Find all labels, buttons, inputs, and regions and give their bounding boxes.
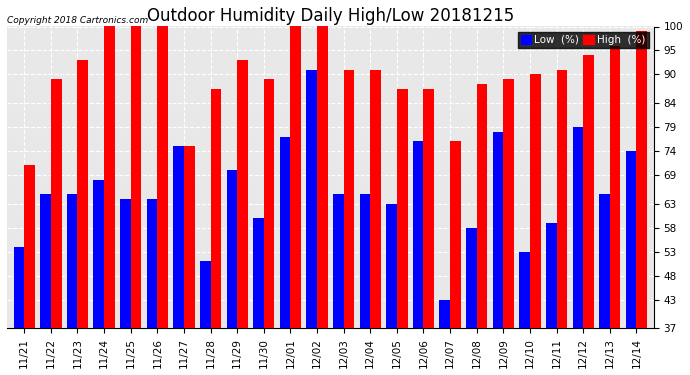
Bar (333, 194, 344, 328)
Bar (24, 165, 35, 328)
Bar (264, 79, 275, 328)
Bar (104, 27, 115, 328)
Bar (610, 46, 620, 328)
Bar (573, 127, 583, 328)
Bar (583, 55, 594, 328)
Bar (493, 132, 503, 328)
Bar (290, 27, 301, 328)
Bar (67, 194, 77, 328)
Bar (317, 27, 328, 328)
Bar (503, 79, 514, 328)
Bar (599, 194, 610, 328)
Legend: Low  (%), High  (%): Low (%), High (%) (518, 32, 649, 48)
Bar (120, 199, 130, 328)
Bar (344, 70, 354, 328)
Bar (520, 252, 530, 328)
Bar (173, 146, 184, 328)
Bar (424, 89, 434, 328)
Bar (237, 60, 248, 328)
Bar (279, 137, 290, 328)
Bar (530, 74, 540, 328)
Bar (440, 300, 450, 328)
Bar (226, 170, 237, 328)
Bar (253, 218, 264, 328)
Bar (40, 194, 51, 328)
Text: Copyright 2018 Cartronics.com: Copyright 2018 Cartronics.com (7, 16, 148, 25)
Bar (306, 70, 317, 328)
Bar (93, 180, 104, 328)
Bar (77, 60, 88, 328)
Bar (147, 199, 157, 328)
Bar (557, 70, 567, 328)
Bar (477, 84, 487, 328)
Bar (413, 141, 424, 328)
Bar (200, 261, 210, 328)
Bar (386, 204, 397, 328)
Bar (636, 31, 647, 328)
Bar (450, 141, 461, 328)
Bar (359, 194, 371, 328)
Bar (371, 70, 381, 328)
Bar (546, 223, 557, 328)
Bar (14, 247, 24, 328)
Bar (466, 228, 477, 328)
Title: Outdoor Humidity Daily High/Low 20181215: Outdoor Humidity Daily High/Low 20181215 (147, 7, 514, 25)
Bar (626, 151, 636, 328)
Bar (157, 27, 168, 328)
Bar (210, 89, 221, 328)
Bar (397, 89, 408, 328)
Bar (184, 146, 195, 328)
Bar (130, 27, 141, 328)
Bar (51, 79, 61, 328)
